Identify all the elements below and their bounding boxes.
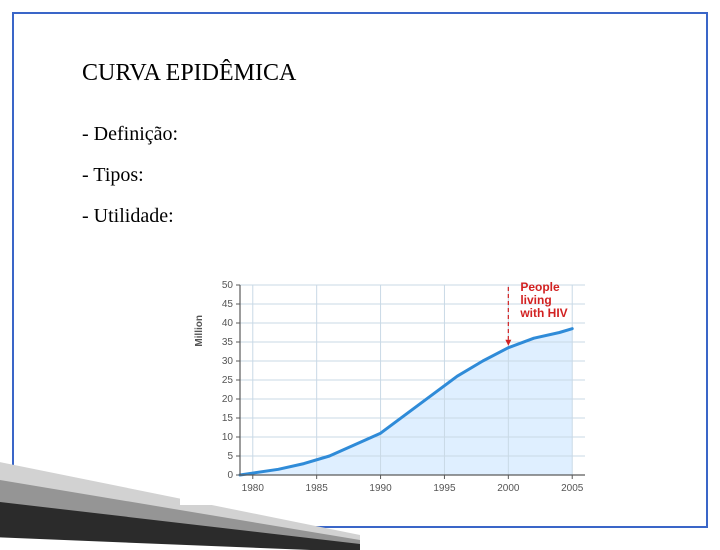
svg-text:Million: Million bbox=[194, 315, 205, 347]
bullet-definition: - Definição: bbox=[82, 123, 680, 146]
content-block: CURVA EPIDÊMICA - Definição: - Tipos: - … bbox=[82, 60, 680, 246]
epidemic-curve-chart: 0 5 10 15 20 25 30 35 40 45 50 1980 1985 1990 1995 2000… bbox=[180, 275, 690, 505]
svg-text:30: 30 bbox=[222, 356, 234, 367]
svg-text:40: 40 bbox=[222, 318, 234, 329]
svg-text:People: People bbox=[520, 280, 560, 294]
svg-text:1990: 1990 bbox=[369, 483, 392, 494]
svg-text:15: 15 bbox=[222, 413, 234, 424]
chart-svg: 0 5 10 15 20 25 30 35 40 45 50 1980 1985 1990 1995 2000… bbox=[180, 275, 690, 505]
svg-text:25: 25 bbox=[222, 375, 234, 386]
slide-title: CURVA EPIDÊMICA bbox=[82, 60, 680, 87]
svg-text:with HIV: with HIV bbox=[519, 306, 567, 320]
svg-text:10: 10 bbox=[222, 432, 234, 443]
svg-text:0: 0 bbox=[227, 470, 233, 481]
svg-text:living: living bbox=[520, 293, 551, 307]
svg-text:20: 20 bbox=[222, 394, 234, 405]
svg-text:5: 5 bbox=[227, 451, 233, 462]
svg-text:35: 35 bbox=[222, 337, 234, 348]
svg-text:1980: 1980 bbox=[242, 483, 265, 494]
bullet-types: - Tipos: bbox=[82, 164, 680, 187]
svg-text:2005: 2005 bbox=[561, 483, 584, 494]
bullet-utility: - Utilidade: bbox=[82, 205, 680, 228]
svg-text:1985: 1985 bbox=[306, 483, 329, 494]
svg-text:2000: 2000 bbox=[497, 483, 520, 494]
svg-text:45: 45 bbox=[222, 299, 234, 310]
svg-text:1995: 1995 bbox=[433, 483, 456, 494]
svg-text:50: 50 bbox=[222, 280, 234, 291]
